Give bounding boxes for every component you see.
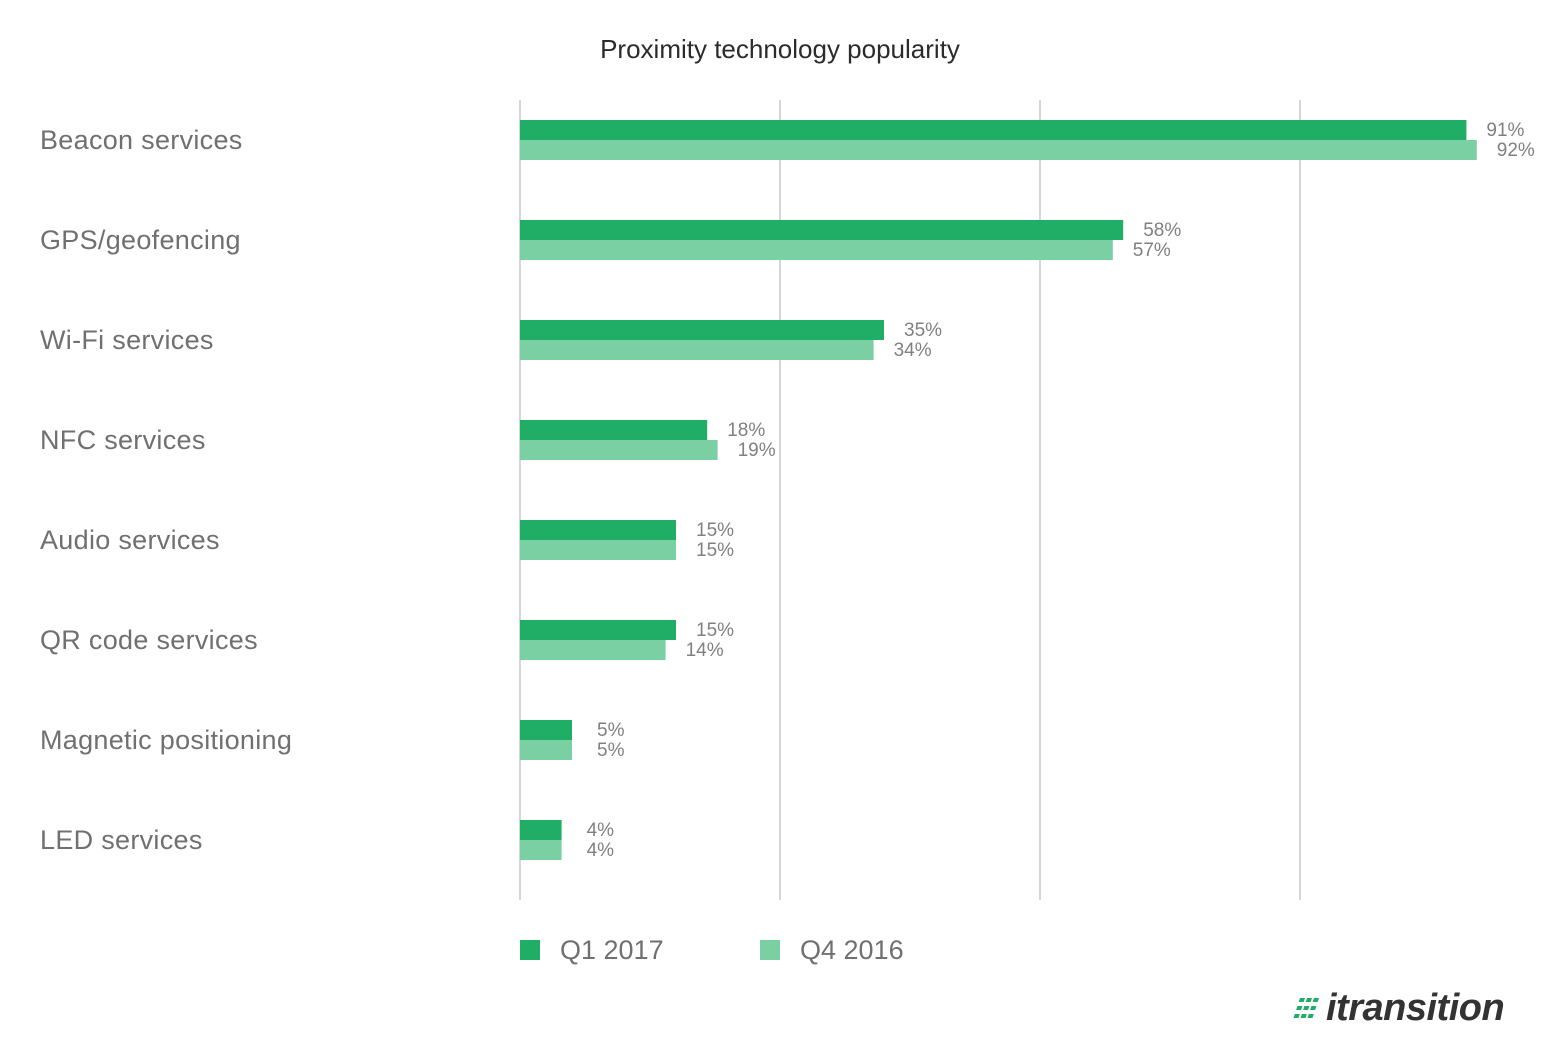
category-label: QR code services [40, 625, 258, 655]
category-label: LED services [40, 825, 203, 855]
bar-q1-2017 [520, 520, 676, 540]
legend-swatch [760, 940, 780, 960]
bar-q4-2016 [520, 740, 572, 760]
category-label: Magnetic positioning [40, 725, 292, 755]
data-label: 19% [738, 440, 776, 461]
legend-item: Q1 2017 [520, 935, 664, 965]
chart-title: Proximity technology popularity [600, 34, 960, 64]
bar-q4-2016 [520, 340, 874, 360]
bar-q1-2017 [520, 220, 1124, 240]
bar-q1-2017 [520, 720, 572, 740]
bar-q4-2016 [520, 840, 562, 860]
bar-q1-2017 [520, 820, 562, 840]
bar-q4-2016 [520, 440, 718, 460]
bar-q4-2016 [520, 140, 1477, 160]
category-labels: Beacon services GPS/geofencing Wi-Fi servi… [40, 125, 292, 855]
category-label: NFC services [40, 425, 206, 455]
bars [520, 120, 1477, 860]
data-label: 5% [597, 740, 625, 761]
category-label: Wi-Fi services [40, 325, 214, 355]
legend-swatch [520, 940, 540, 960]
brand-logo: itransition [1293, 987, 1505, 1029]
data-label: 4% [587, 820, 615, 841]
bar-q1-2017 [520, 420, 708, 440]
data-label: 14% [686, 640, 724, 661]
legend-label: Q4 2016 [800, 935, 904, 965]
legend: Q1 2017 Q4 2016 [520, 935, 904, 965]
value-labels: 91%92%58%57%35%34%18%19%15%15%15%14%5%5%… [587, 120, 1535, 861]
legend-item: Q4 2016 [760, 935, 904, 965]
category-label: GPS/geofencing [40, 225, 241, 255]
bar-q1-2017 [520, 320, 884, 340]
data-label: 58% [1143, 220, 1181, 241]
stripes-icon [1293, 998, 1319, 1018]
bar-q4-2016 [520, 240, 1113, 260]
category-label: Beacon services [40, 125, 243, 155]
data-label: 15% [696, 540, 734, 561]
data-label: 15% [696, 520, 734, 541]
bar-q1-2017 [520, 620, 676, 640]
data-label: 91% [1486, 120, 1524, 141]
data-label: 34% [894, 340, 932, 361]
data-label: 5% [597, 720, 625, 741]
category-label: Audio services [40, 525, 220, 555]
legend-label: Q1 2017 [560, 935, 664, 965]
brand-name: itransition [1326, 987, 1504, 1029]
bar-q4-2016 [520, 540, 676, 560]
bar-q4-2016 [520, 640, 666, 660]
data-label: 18% [727, 420, 765, 441]
data-label: 15% [696, 620, 734, 641]
data-label: 4% [587, 840, 615, 861]
bar-q1-2017 [520, 120, 1467, 140]
data-label: 35% [904, 320, 942, 341]
data-label: 92% [1497, 140, 1535, 161]
data-label: 57% [1133, 240, 1171, 261]
